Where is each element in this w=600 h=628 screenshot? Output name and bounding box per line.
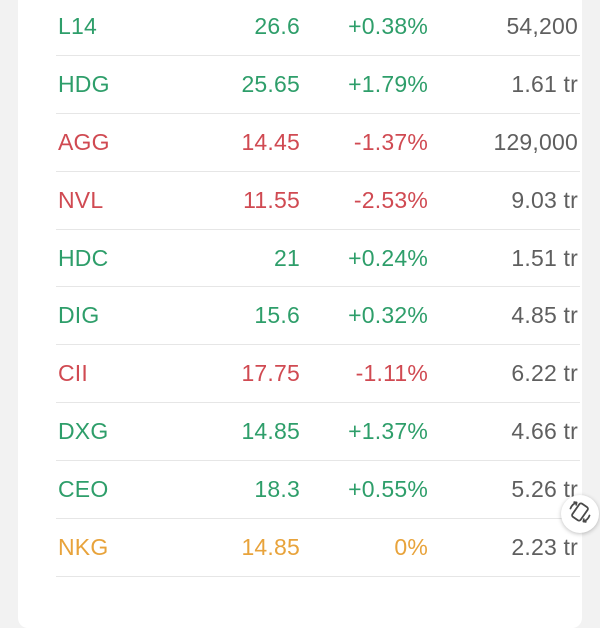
stock-change: -1.11% [355,360,428,387]
stock-change: +1.37% [348,418,428,445]
stock-change: +0.55% [348,476,428,503]
stock-price: 14.45 [241,128,300,155]
stock-volume: 4.85 tr [511,302,578,329]
stock-list-card: L14 26.6 +0.38% 54,200 HDG 25.65 +1.79% … [18,0,582,628]
stock-change: +0.24% [348,244,428,271]
stock-symbol: NVL [58,186,104,213]
stock-table: L14 26.6 +0.38% 54,200 HDG 25.65 +1.79% … [56,0,580,577]
stock-price: 25.65 [241,70,300,97]
stock-symbol: NKG [58,533,109,560]
stock-price: 18.3 [254,476,300,503]
screen-rotate-icon [567,499,593,530]
stock-change: 0% [394,533,428,560]
stock-volume: 129,000 [493,128,578,155]
stock-symbol: CEO [58,476,109,503]
stock-symbol: DIG [58,302,100,329]
stock-symbol: L14 [58,12,97,39]
stock-symbol: AGG [58,128,110,155]
stock-volume: 1.51 tr [511,244,578,271]
stock-change: +0.32% [348,302,428,329]
stock-row-ceo[interactable]: CEO 18.3 +0.55% 5.26 tr [56,461,580,520]
stock-volume: 2.23 tr [511,533,578,560]
stock-symbol: HDC [58,244,109,271]
stock-row-l14[interactable]: L14 26.6 +0.38% 54,200 [56,0,580,56]
stock-price: 21 [274,244,300,271]
stock-row-cii[interactable]: CII 17.75 -1.11% 6.22 tr [56,345,580,404]
stock-symbol: CII [58,360,88,387]
stock-volume: 1.61 tr [511,70,578,97]
stock-change: -1.37% [353,128,428,155]
stock-volume: 5.26 tr [511,476,578,503]
stock-volume: 6.22 tr [511,360,578,387]
stock-row-dxg[interactable]: DXG 14.85 +1.37% 4.66 tr [56,403,580,462]
stock-change: +1.79% [348,70,428,97]
screen-rotate-button[interactable] [561,495,599,533]
stock-volume: 4.66 tr [511,418,578,445]
stock-symbol: DXG [58,418,109,445]
stock-price: 26.6 [254,12,300,39]
stock-row-nkg[interactable]: NKG 14.85 0% 2.23 tr [56,519,580,577]
stock-price: 14.85 [241,533,300,560]
stock-row-nvl[interactable]: NVL 11.55 -2.53% 9.03 tr [56,172,580,230]
stock-row-hdg[interactable]: HDG 25.65 +1.79% 1.61 tr [56,56,580,114]
stock-price: 14.85 [241,418,300,445]
stock-price: 15.6 [254,302,300,329]
stock-row-dig[interactable]: DIG 15.6 +0.32% 4.85 tr [56,287,580,346]
stock-change: +0.38% [348,12,428,39]
stock-row-agg[interactable]: AGG 14.45 -1.37% 129,000 [56,114,580,172]
stock-price: 17.75 [241,360,300,387]
stock-symbol: HDG [58,70,110,97]
stock-price: 11.55 [243,186,300,213]
stock-volume: 54,200 [506,12,578,39]
stock-row-hdc[interactable]: HDC 21 +0.24% 1.51 tr [56,230,580,288]
stock-volume: 9.03 tr [511,186,578,213]
stock-change: -2.53% [353,186,428,213]
